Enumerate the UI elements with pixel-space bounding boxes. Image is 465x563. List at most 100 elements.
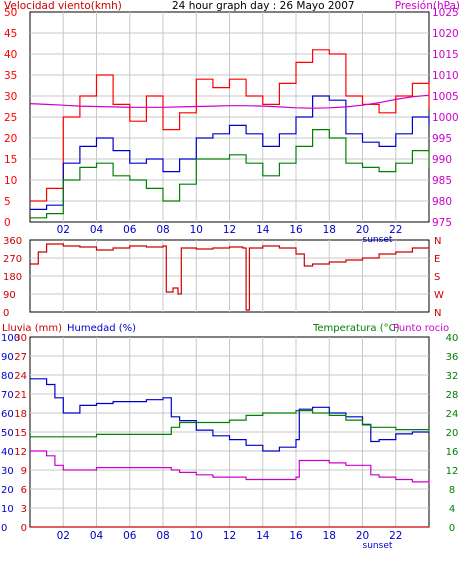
humidity-x-tick-label: 16 <box>289 530 303 542</box>
rain-axis-label: Lluvia (mm) <box>2 323 62 334</box>
direction-compass-label: N <box>434 308 441 319</box>
wind_low-line <box>30 129 430 219</box>
humidity-y-tick-label: 0 <box>1 523 7 534</box>
rain-y-tick-label: 0 <box>21 523 27 534</box>
humidity-y-tick-label: 90 <box>1 352 14 363</box>
rain-y-tick-label: 9 <box>21 466 27 477</box>
dew_point-line <box>30 450 430 485</box>
dew-point-axis-label: Punto rocio <box>393 323 449 334</box>
humidity-axis-label: Humedad (%) <box>67 323 136 334</box>
pressure-y-tick-label: 995 <box>432 133 452 145</box>
wind-x-tick-label: 16 <box>289 224 303 236</box>
rain-y-tick-label: 6 <box>21 485 27 496</box>
direction-compass-label: W <box>434 290 444 301</box>
humidity-x-tick-label: 20 <box>356 530 369 542</box>
pressure-y-tick-label: 985 <box>432 175 452 187</box>
humidity-x-tick-label: 02 <box>57 530 70 542</box>
humidity-x-tick-label: 04 <box>90 530 104 542</box>
humidity-y-tick-label: 50 <box>1 428 14 439</box>
pressure-y-tick-label: 1020 <box>432 28 459 40</box>
humidity-y-tick-label: 30 <box>1 466 14 477</box>
wind-y-tick-label: 15 <box>4 154 17 166</box>
humidity-y-tick-label: 80 <box>1 371 14 382</box>
wind-x-tick-label: 06 <box>123 224 137 236</box>
wind-y-tick-label: 25 <box>4 112 17 124</box>
rain-y-tick-label: 15 <box>14 428 27 439</box>
wind-y-tick-label: 50 <box>4 7 17 19</box>
temperature-y-tick-label: 24 <box>446 409 459 420</box>
wind_gust_avg-line <box>30 95 430 210</box>
temperature-y-tick-label: 36 <box>446 352 459 363</box>
wind-y-tick-label: 0 <box>4 217 11 229</box>
humidity-x-tick-label: 08 <box>156 530 169 542</box>
wind-y-tick-label: 35 <box>4 70 17 82</box>
temperature-y-tick-label: 20 <box>446 428 459 439</box>
wind-y-tick-label: 5 <box>4 196 11 208</box>
temperature-y-tick-label: 28 <box>446 390 459 401</box>
direction-compass-label: N <box>434 236 441 247</box>
pressure-y-tick-label: 1025 <box>432 7 459 19</box>
pressure-y-tick-label: 1010 <box>432 70 459 82</box>
wind-axis-label: Velocidad viento(kmh) <box>4 0 122 12</box>
wind-x-tick-label: 02 <box>57 224 70 236</box>
wind-x-tick-label: 04 <box>90 224 104 236</box>
temperature-axis-label: Temperatura (°C) <box>312 323 400 334</box>
wind-x-tick-label: 18 <box>323 224 336 236</box>
humidity-x-tick-label: 10 <box>190 530 203 542</box>
temperature-y-tick-label: 8 <box>449 485 455 496</box>
direction-compass-label: E <box>434 254 440 265</box>
rain-y-tick-label: 24 <box>14 371 27 382</box>
direction-y-tick-label: 360 <box>3 236 22 247</box>
pressure-y-tick-label: 980 <box>432 196 452 208</box>
axis-tick-labels: 0510152025303540455097598098599099510001… <box>1 7 459 551</box>
pressure-axis-label: Presión(hPa) <box>395 0 460 12</box>
data-series <box>29 49 430 528</box>
rain-y-tick-label: 18 <box>14 409 27 420</box>
pressure-y-tick-label: 1005 <box>432 91 459 103</box>
wind-y-tick-label: 10 <box>4 175 17 187</box>
temperature-y-tick-label: 12 <box>446 466 459 477</box>
wind-x-tick-label: 10 <box>190 224 203 236</box>
pressure-y-tick-label: 1000 <box>432 112 459 124</box>
rain-y-tick-label: 27 <box>14 352 27 363</box>
pressure-y-tick-label: 1015 <box>432 49 459 61</box>
temperature-line <box>30 410 430 438</box>
wind-sunset-label: sunset <box>363 235 393 245</box>
direction-y-tick-label: 270 <box>3 254 22 265</box>
humidity-y-tick-label: 40 <box>1 447 14 458</box>
wind-x-tick-label: 08 <box>156 224 169 236</box>
wind-direction-line <box>30 243 430 311</box>
wind-y-tick-label: 20 <box>4 133 17 145</box>
humidity-y-tick-label: 10 <box>1 504 14 515</box>
direction-y-tick-label: 180 <box>3 272 22 283</box>
humidity-y-tick-label: 70 <box>1 390 14 401</box>
rain-y-tick-label: 30 <box>14 333 27 344</box>
direction-compass-label: S <box>434 272 440 283</box>
wind-x-tick-label: 12 <box>223 224 236 236</box>
wind-x-tick-label: 22 <box>389 224 402 236</box>
pressure-y-tick-label: 990 <box>432 154 452 166</box>
pressure-line <box>29 94 430 109</box>
grid-lines <box>30 12 429 527</box>
humidity-x-tick-label: 14 <box>256 530 270 542</box>
temperature-y-tick-label: 40 <box>446 333 459 344</box>
pressure-y-tick-label: 975 <box>432 217 452 229</box>
humidity-y-tick-label: 60 <box>1 409 14 420</box>
humidity-y-tick-label: 20 <box>1 485 14 496</box>
temperature-y-tick-label: 0 <box>449 523 455 534</box>
chart-title: 24 hour graph day : 26 Mayo 2007 <box>172 0 355 12</box>
wind-y-tick-label: 30 <box>4 91 17 103</box>
rain-y-tick-label: 3 <box>21 504 27 515</box>
humidity-x-tick-label: 12 <box>223 530 236 542</box>
humidity-x-tick-label: 22 <box>389 530 402 542</box>
wind-x-tick-label: 14 <box>256 224 270 236</box>
wind-x-tick-label: 20 <box>356 224 369 236</box>
wind-y-tick-label: 45 <box>4 28 17 40</box>
wind-y-tick-label: 40 <box>4 49 17 61</box>
humidity-y-tick-label: 100 <box>1 333 20 344</box>
temperature-y-tick-label: 32 <box>446 371 459 382</box>
humidity-sunset-label: sunset <box>363 541 393 551</box>
direction-y-tick-label: 0 <box>3 308 9 319</box>
